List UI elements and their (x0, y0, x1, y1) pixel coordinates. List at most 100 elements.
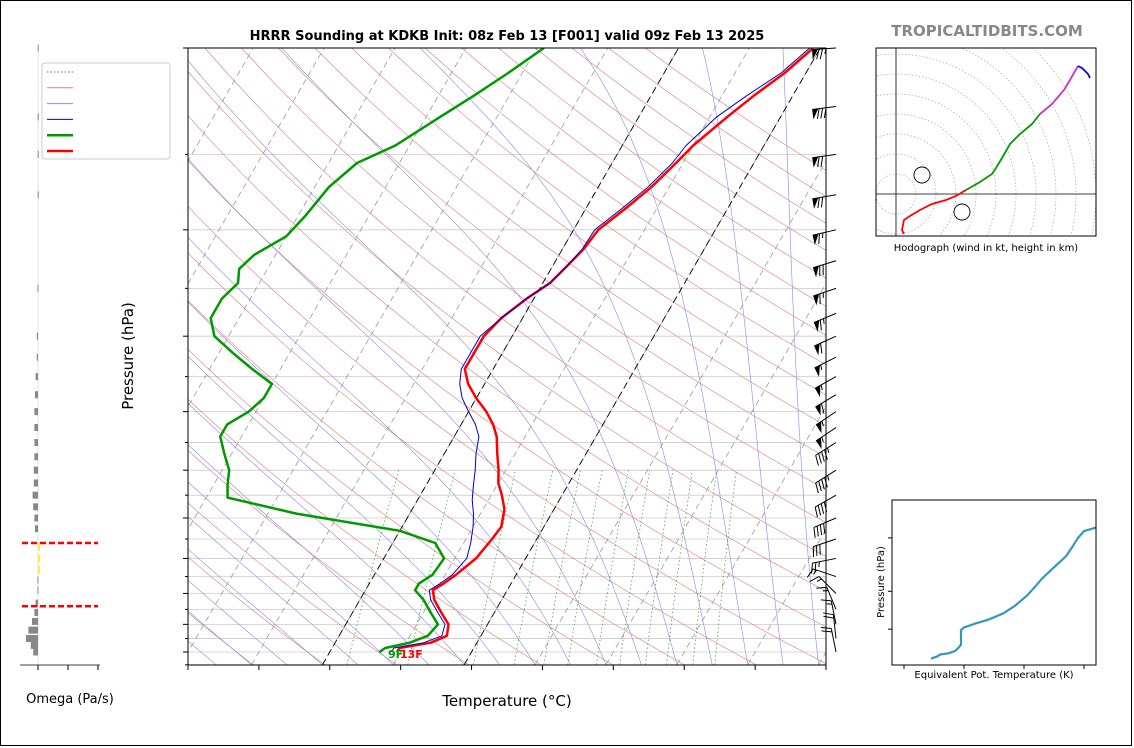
dry-adiabat (278, 48, 826, 458)
omega-bar (37, 284, 39, 292)
wind-barb-full (823, 523, 826, 534)
wind-barb-flag (814, 343, 820, 356)
surface-dewpoint-label: 9F (388, 648, 403, 661)
dry-adiabat (388, 48, 826, 366)
wind-barb-full (819, 48, 824, 60)
dry-adiabat (241, 48, 826, 490)
isotherm-line (463, 48, 821, 665)
wind-barb-full (820, 403, 825, 414)
omega-bar (30, 641, 38, 649)
isotherm-line (322, 48, 679, 665)
wind-barb-full (820, 343, 823, 354)
wind-barb-staff (815, 411, 837, 426)
omega-bar (37, 191, 39, 199)
wind-barb-full (806, 568, 814, 578)
mixing-ratio-line (513, 470, 554, 665)
wind-barb-half (820, 364, 823, 371)
dry-adiabat (498, 48, 826, 279)
wind-barb-full (818, 453, 822, 464)
omega-bar (37, 576, 39, 584)
mixing-ratio-line (567, 470, 603, 665)
omega-panel (20, 44, 100, 670)
wind-barb-flag (812, 156, 819, 168)
omega-bar (34, 608, 38, 616)
wind-barb-flag (816, 421, 822, 434)
wind-barb-staff (812, 260, 837, 269)
theta-e-ylabel: Pressure (hPa) (876, 546, 887, 618)
wind-barb-flag (813, 294, 819, 306)
wind-barb-staff (815, 442, 837, 456)
wind-barb-full (820, 156, 824, 167)
hodograph-plot (876, 48, 1096, 236)
omega-bar (34, 439, 38, 447)
dry-adiabat (188, 160, 826, 628)
dry-adiabat (188, 502, 397, 665)
dry-adiabat (188, 252, 757, 665)
wind-barb (806, 568, 837, 578)
omega-bar (34, 514, 38, 522)
dry-adiabat (188, 398, 541, 665)
omega-bar (28, 626, 38, 634)
wind-barb (815, 411, 837, 434)
wind-barb-full (820, 503, 825, 514)
moist-adiabat (702, 48, 784, 665)
isotherm-line (818, 651, 826, 665)
omega-bar (33, 466, 38, 474)
wind-barb-flag (812, 197, 819, 209)
isotherm-line (605, 282, 826, 665)
isotherm-line (676, 405, 826, 665)
chart-title: HRRR Sounding at KDKB Init: 08z Feb 13 [… (250, 29, 765, 44)
isotherm-line (251, 48, 609, 665)
wind-barbs (806, 47, 837, 653)
dry-adiabat (204, 48, 826, 523)
wind-barb (812, 229, 837, 245)
isotherm-line (747, 528, 826, 665)
wind-barb-full (816, 586, 827, 589)
wind-barb-staff (813, 312, 837, 324)
moist-adiabat (188, 402, 465, 665)
wind-barb (813, 312, 837, 332)
theta-e-plot (930, 526, 1096, 660)
wind-barb-full (820, 197, 824, 208)
wind-barb (820, 626, 837, 653)
omega-bar (34, 424, 38, 432)
wind-barb (809, 576, 837, 594)
wind-barb-flag (815, 403, 821, 416)
wind-barb-full (818, 480, 822, 492)
dry-adiabat (188, 556, 326, 665)
skewt-plot-frame (187, 47, 827, 666)
omega-bar (36, 332, 38, 340)
temperature-line (396, 48, 815, 653)
wind-barb-flag (814, 365, 820, 377)
wind-barb-half (821, 436, 824, 443)
omega-bar (35, 525, 38, 533)
skewt-xlabel: Temperature (°C) (441, 692, 571, 710)
isotherm-line (188, 48, 325, 285)
wind-barb (815, 469, 837, 494)
hodograph-frame (875, 47, 1097, 237)
dry-adiabat (314, 48, 826, 426)
minus-twenty-isotherm (321, 48, 679, 665)
wind-barb (815, 442, 837, 466)
theta-e-frame (891, 499, 1097, 666)
isotherm-line (889, 48, 1134, 665)
wind-barb-half (827, 447, 830, 454)
isotherm-line (392, 48, 750, 665)
wind-barb-full (823, 107, 827, 119)
omega-bar (37, 586, 39, 594)
wind-barb-staff (832, 614, 837, 639)
omega-bar-negative (38, 543, 40, 551)
wind-barb-full (814, 506, 819, 518)
wind-barb (822, 612, 837, 639)
moist-adiabat (188, 236, 571, 665)
wind-barb-full (822, 612, 834, 616)
wind-barb-full (815, 482, 819, 494)
wind-barb-full (817, 156, 820, 168)
dewpoint-line (209, 48, 545, 654)
wetbulb-line (391, 48, 811, 653)
theta-e-panel (888, 526, 1096, 669)
isotherm-line (0, 48, 41, 665)
wind-barb-full (818, 233, 820, 245)
wind-barb-full (815, 455, 819, 466)
wind-barb-half (824, 48, 827, 54)
